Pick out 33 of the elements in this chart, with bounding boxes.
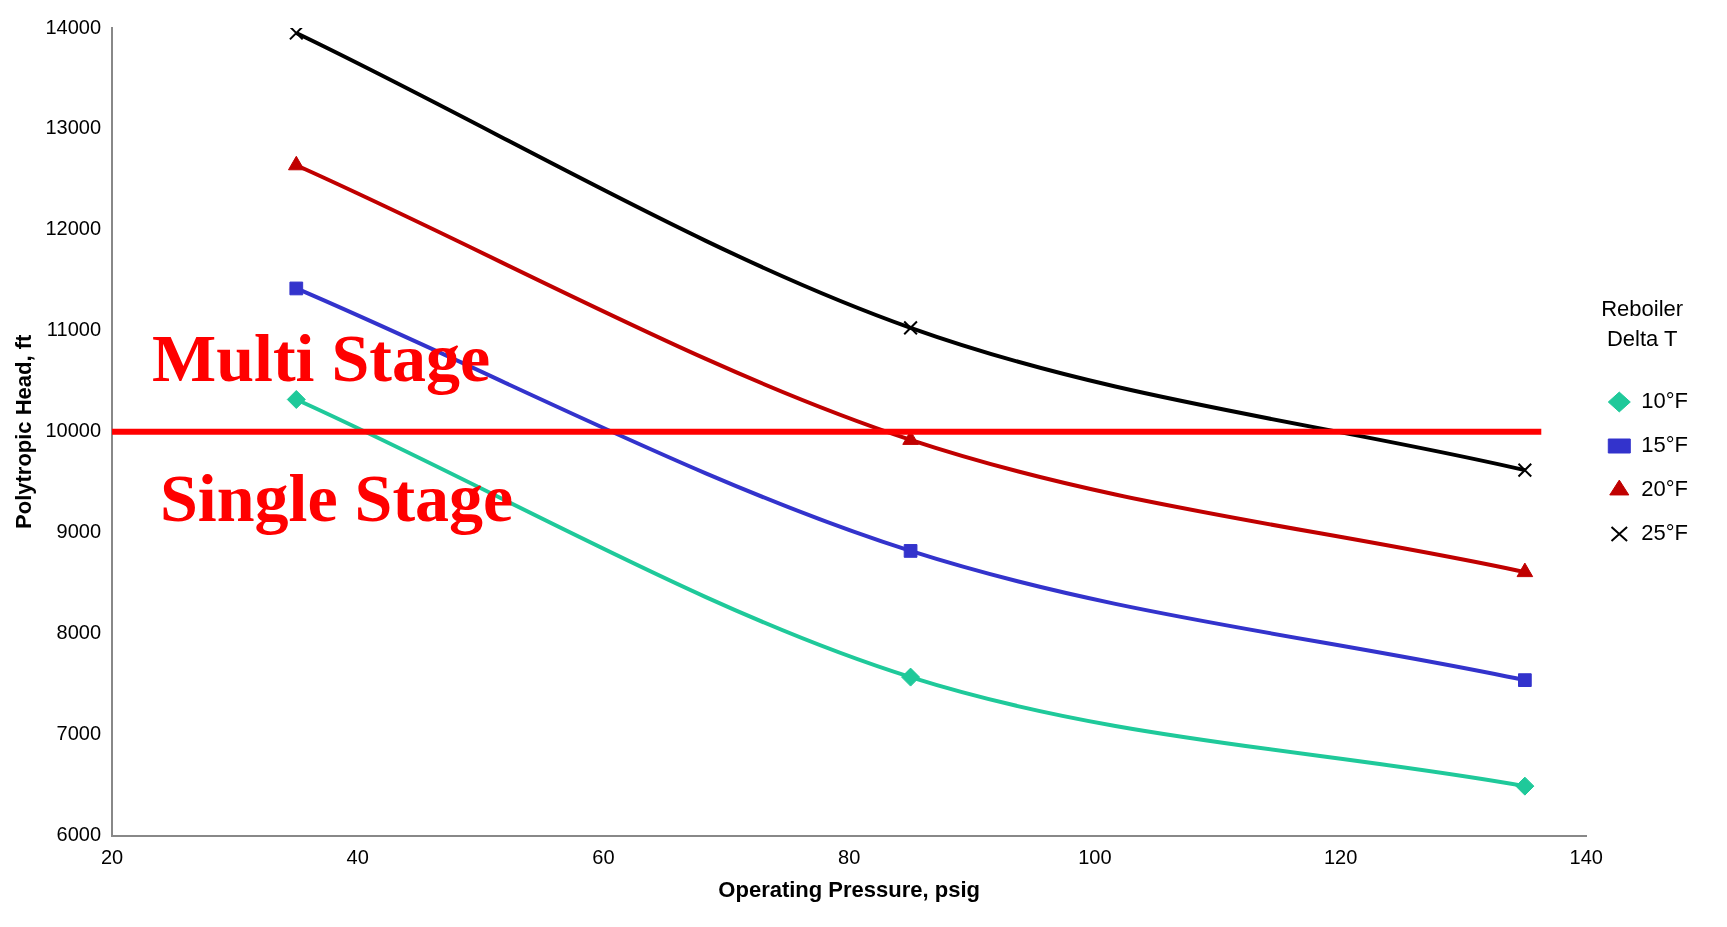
point [1517, 462, 1533, 478]
point [903, 544, 918, 558]
legend-title: Reboiler Delta T [1601, 296, 1684, 352]
x-tick-label: 20 [100, 846, 124, 869]
y-tick-label: 7000 [56, 722, 102, 745]
y-tick-label: 12000 [45, 217, 102, 240]
point [903, 320, 918, 336]
x-tick-label: 140 [1569, 846, 1603, 869]
y-tick-label: 6000 [56, 823, 102, 846]
x-tick-label: 40 [346, 846, 369, 869]
y-tick-label: 8000 [56, 621, 102, 644]
legend-label: 15°F [1641, 432, 1689, 458]
x-axis-title: Operating Pressure, psig [718, 876, 980, 902]
y-tick-label: 10000 [45, 419, 102, 442]
x-tick-label: 120 [1323, 846, 1358, 869]
point [1518, 673, 1532, 687]
legend-label: 20°F [1641, 476, 1689, 502]
legend-label: 25°F [1641, 520, 1689, 546]
x-tick-label: 60 [592, 846, 615, 869]
point [289, 281, 304, 296]
y-tick-label: 9000 [56, 520, 102, 543]
point [1515, 776, 1535, 796]
point [901, 667, 921, 687]
y-tick-label: 13000 [45, 116, 102, 139]
legend-label: 10°F [1641, 388, 1689, 414]
point [288, 28, 304, 41]
annotation: Single Stage [160, 460, 514, 537]
y-tick-label: 11000 [46, 318, 102, 341]
y-axis-title: Polytropic Head, ft [11, 333, 37, 529]
point [286, 390, 306, 409]
x-tick-label: 80 [838, 846, 861, 869]
y-tick-label: 14000 [45, 15, 102, 38]
x-tick-label: 100 [1078, 846, 1112, 869]
